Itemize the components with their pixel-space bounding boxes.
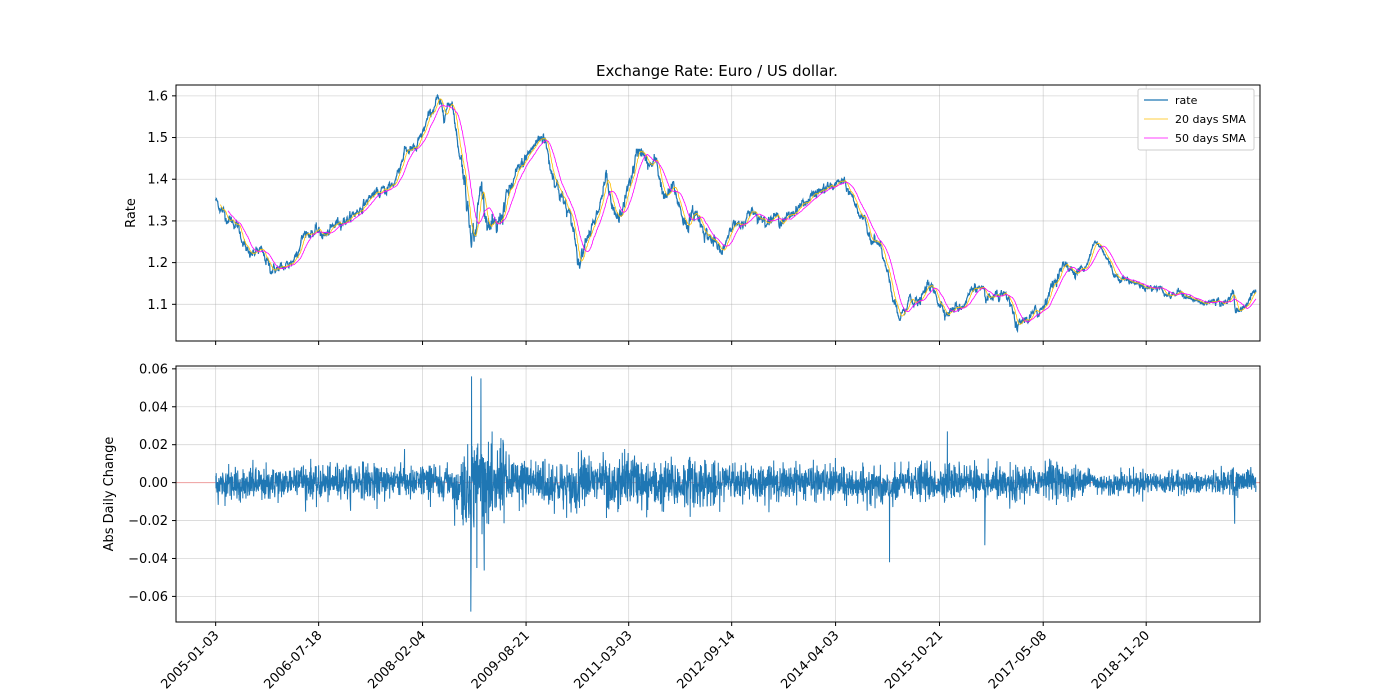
change-y-label: Abs Daily Change — [102, 437, 117, 552]
sma20-line — [219, 98, 1257, 325]
legend: rate 20 days SMA 50 days SMA — [1137, 88, 1255, 151]
change-y-tick-label: −0.02 — [128, 514, 168, 529]
change-y-tick-label: 0.00 — [139, 476, 168, 491]
rate-y-tick-label: 1.1 — [147, 298, 168, 313]
change-y-ticks: −0.06 −0.04 −0.02 0.00 0.02 0.04 0.06 — [128, 362, 176, 605]
rate-x-ticks — [215, 341, 1147, 345]
rate-y-tick-label: 1.3 — [147, 214, 168, 229]
top-grid — [176, 85, 1260, 341]
rate-y-tick-label: 1.2 — [147, 256, 168, 271]
sma50-line — [227, 104, 1257, 323]
legend-label-rate: rate — [1175, 94, 1198, 107]
rate-panel: 1.1 1.2 1.3 1.4 1.5 1.6 Rate rate 20 days SMA… — [124, 84, 1261, 345]
rate-panel-frame — [175, 84, 1261, 342]
legend-box — [1137, 88, 1255, 151]
change-y-tick-label: 0.02 — [139, 438, 168, 453]
legend-label-sma20: 20 days SMA — [1175, 113, 1246, 126]
rate-y-label: Rate — [124, 198, 139, 228]
change-y-tick-label: 0.04 — [139, 400, 168, 415]
change-y-tick-label: −0.06 — [128, 590, 168, 605]
rate-y-tick-label: 1.5 — [147, 131, 168, 146]
change-y-tick-label: −0.04 — [128, 552, 168, 567]
chart-title: Exchange Rate: Euro / US dollar. — [596, 62, 838, 80]
change-panel-frame — [175, 365, 1261, 623]
rate-y-tick-label: 1.6 — [147, 89, 168, 104]
rate-line — [215, 93, 1257, 334]
rate-y-ticks: 1.1 1.2 1.3 1.4 1.5 1.6 — [147, 89, 176, 313]
abs-daily-change-line — [215, 376, 1257, 612]
legend-label-sma50: 50 days SMA — [1175, 132, 1246, 145]
change-y-tick-label: 0.06 — [139, 362, 168, 377]
rate-y-tick-label: 1.4 — [147, 173, 168, 188]
